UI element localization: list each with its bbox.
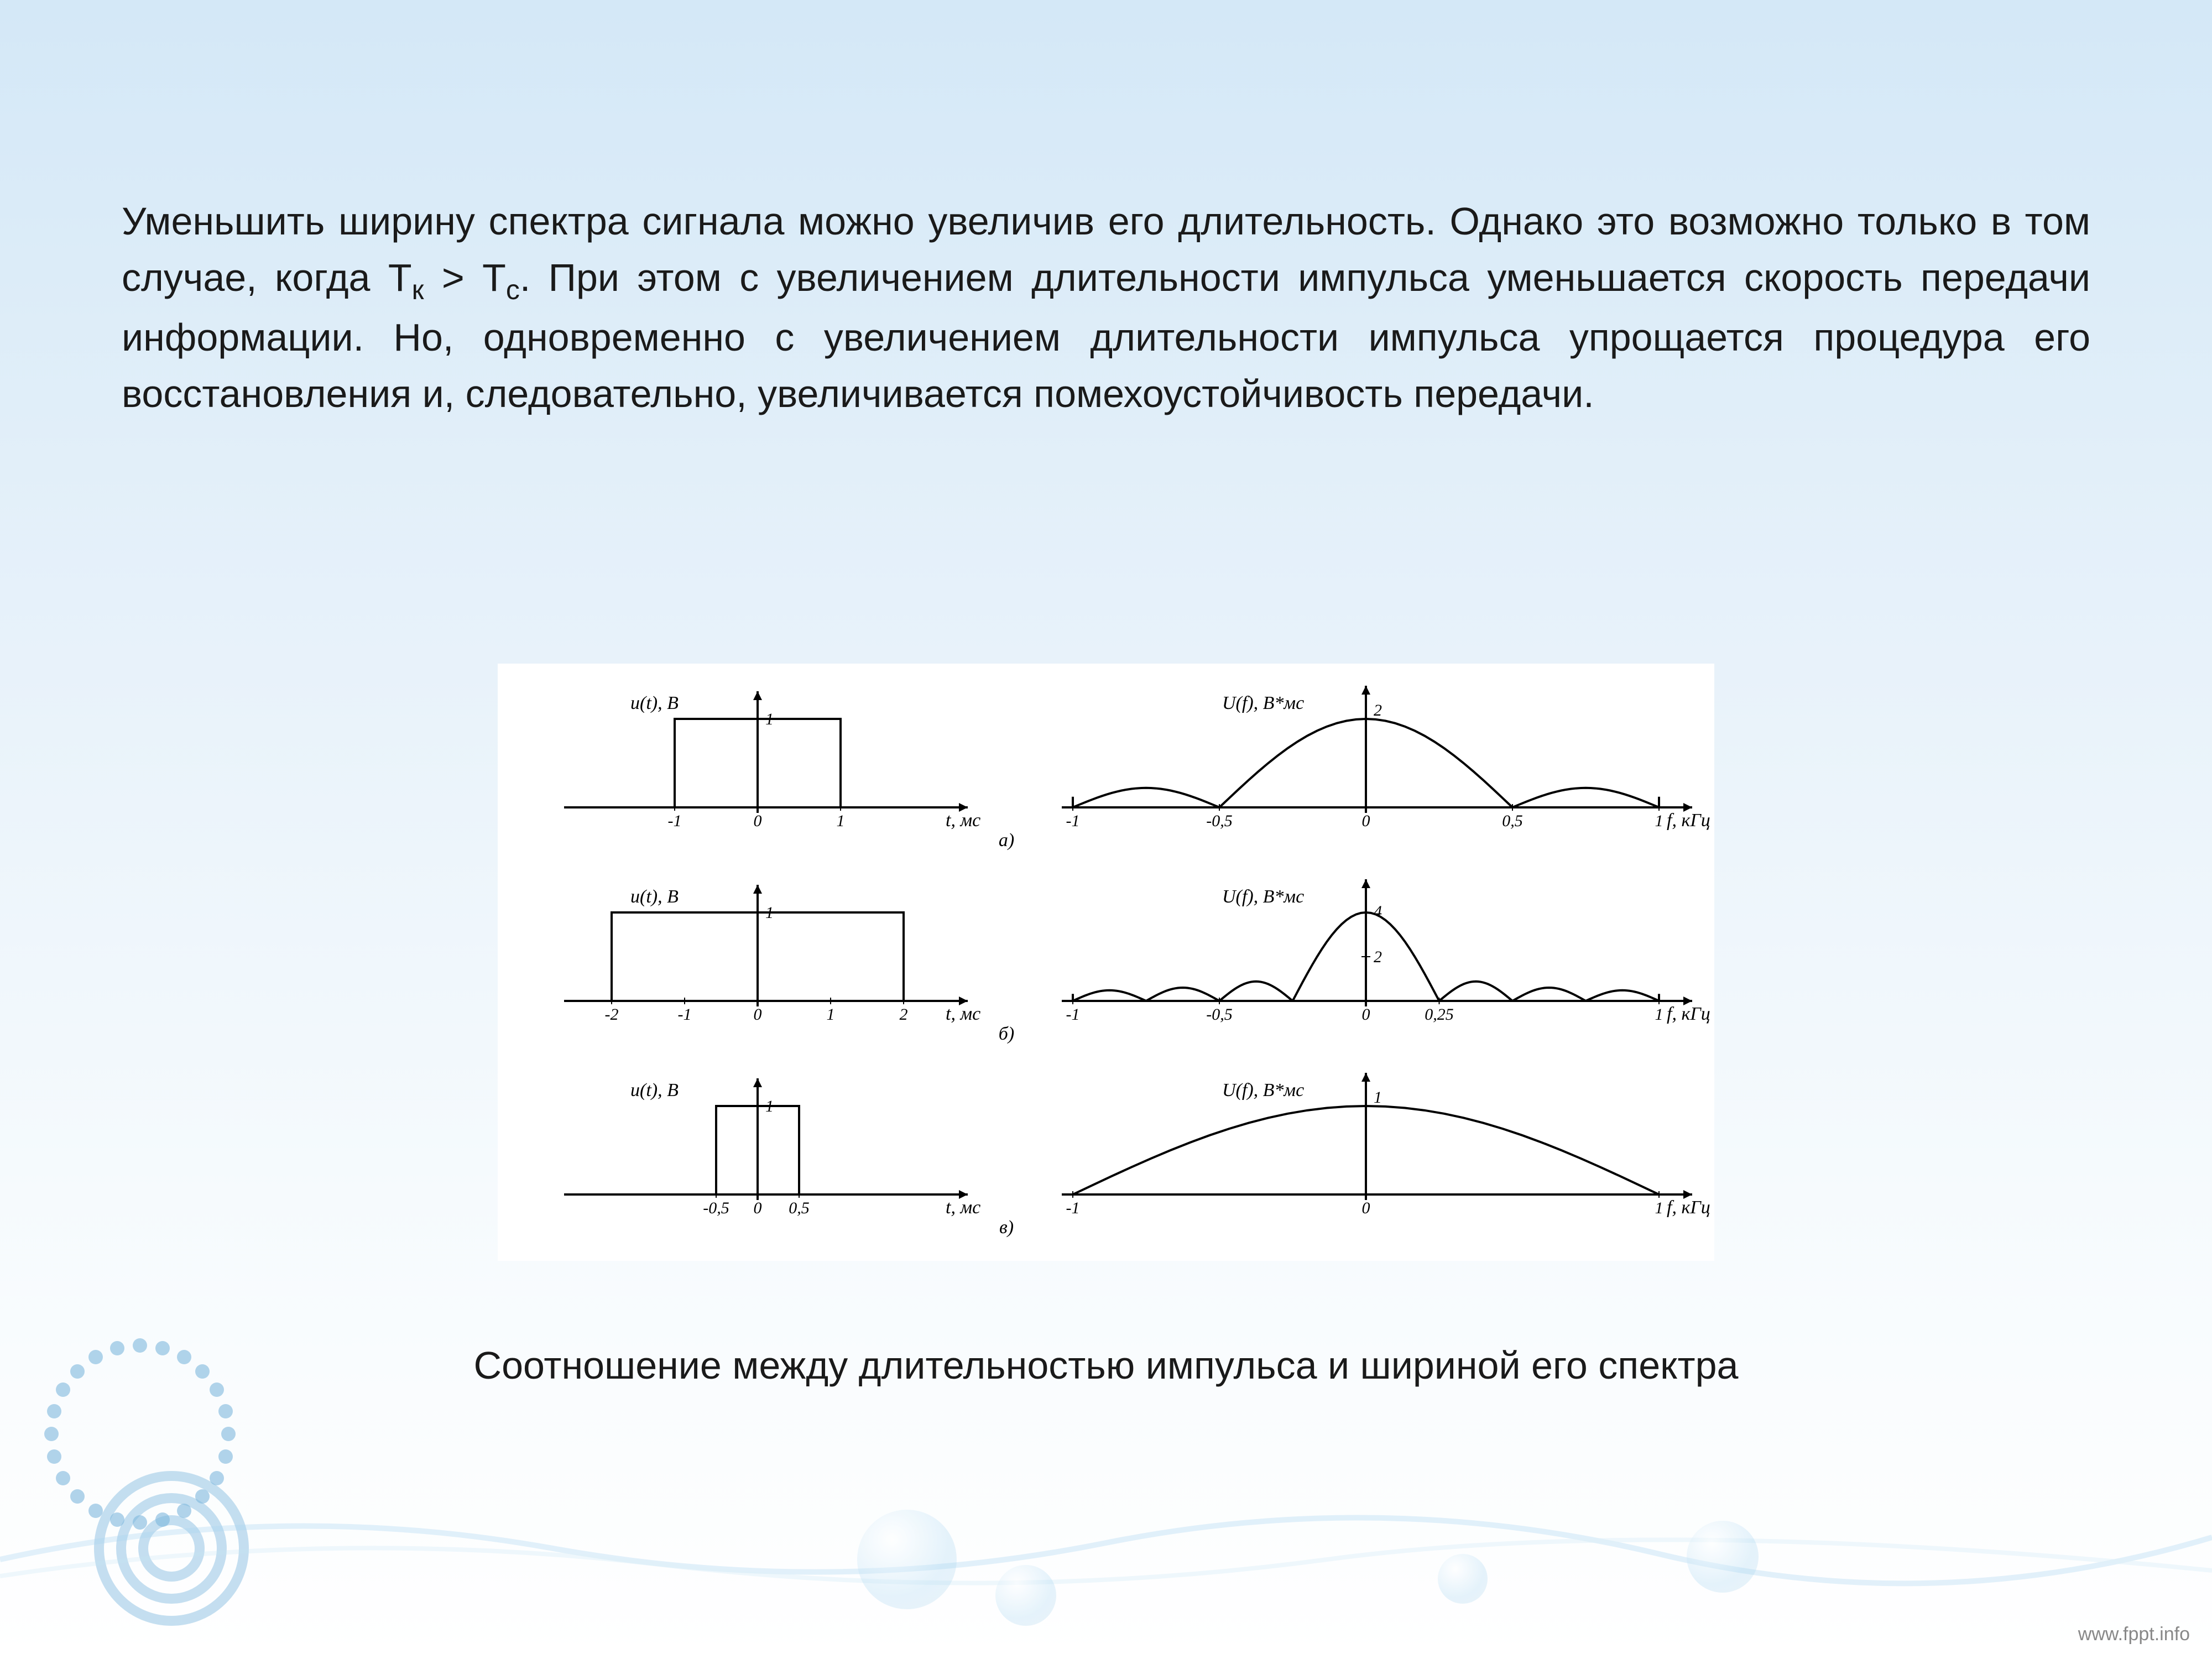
svg-text:u(t), В: u(t), В — [630, 886, 679, 907]
svg-text:-1: -1 — [668, 812, 682, 830]
svg-text:u(t), В: u(t), В — [630, 693, 679, 713]
svg-text:-0,5: -0,5 — [1206, 1005, 1233, 1024]
svg-text:t, мс: t, мс — [946, 1004, 980, 1024]
svg-text:U(f), В*мс: U(f), В*мс — [1222, 693, 1304, 713]
svg-text:1: 1 — [837, 812, 845, 830]
svg-text:-0,5: -0,5 — [1206, 812, 1233, 830]
svg-text:0: 0 — [754, 1005, 762, 1024]
deco-bubble — [1438, 1554, 1488, 1604]
svg-text:0: 0 — [1362, 1199, 1370, 1217]
svg-text:f, кГц: f, кГц — [1667, 1004, 1710, 1024]
svg-text:1: 1 — [765, 1097, 774, 1115]
svg-text:U(f), В*мс: U(f), В*мс — [1222, 886, 1304, 907]
deco-bubble — [995, 1565, 1056, 1626]
ineq-Tc: Т — [482, 256, 506, 299]
footer-url: www.fppt.info — [2078, 1624, 2190, 1645]
svg-text:а): а) — [999, 830, 1014, 851]
svg-text:1: 1 — [1374, 1088, 1382, 1107]
svg-text:-0,5: -0,5 — [703, 1199, 729, 1217]
svg-text:1: 1 — [1655, 1199, 1663, 1217]
svg-text:-1: -1 — [678, 1005, 692, 1024]
deco-wave — [0, 1493, 2212, 1593]
svg-text:1: 1 — [765, 710, 774, 728]
svg-text:в): в) — [999, 1217, 1014, 1238]
ineq-Tc-sub: с — [506, 274, 520, 305]
svg-text:t, мс: t, мс — [946, 1197, 980, 1218]
svg-text:0: 0 — [754, 812, 762, 830]
ineq-gt: > — [424, 256, 482, 299]
svg-text:0: 0 — [1362, 812, 1370, 830]
svg-text:1: 1 — [827, 1005, 835, 1024]
svg-text:2: 2 — [900, 1005, 908, 1024]
svg-text:f, кГц: f, кГц — [1667, 1197, 1710, 1218]
deco-bubble — [857, 1510, 957, 1609]
figure-caption: Соотношение между длительностью импульса… — [221, 1338, 1991, 1392]
svg-text:4: 4 — [1374, 902, 1382, 921]
deco-bubble — [1687, 1521, 1759, 1593]
svg-text:1: 1 — [765, 904, 774, 922]
svg-text:-1: -1 — [1066, 1005, 1080, 1024]
svg-text:-1: -1 — [1066, 1199, 1080, 1217]
svg-text:2: 2 — [1374, 701, 1382, 719]
svg-text:-2: -2 — [605, 1005, 619, 1024]
svg-text:1: 1 — [1655, 812, 1663, 830]
figure-pulse-spectrum: 1 -1 0 1 u(t), В t, мс 2 -1 -0,5 0 0,5 1 U(f), В*мс f… — [498, 664, 1714, 1261]
svg-text:б): б) — [999, 1024, 1014, 1044]
ineq-Tk-sub: к — [412, 274, 424, 305]
svg-text:2: 2 — [1374, 948, 1382, 966]
ineq-Tk: Т — [388, 256, 412, 299]
svg-text:1: 1 — [1655, 1005, 1663, 1024]
svg-text:u(t), В: u(t), В — [630, 1080, 679, 1100]
svg-text:0,5: 0,5 — [789, 1199, 810, 1217]
svg-text:U(f), В*мс: U(f), В*мс — [1222, 1080, 1304, 1100]
svg-text:f, кГц: f, кГц — [1667, 810, 1710, 831]
svg-text:0,5: 0,5 — [1502, 812, 1523, 830]
svg-text:0: 0 — [1362, 1005, 1370, 1024]
svg-text:0,25: 0,25 — [1425, 1005, 1454, 1024]
svg-text:t, мс: t, мс — [946, 810, 980, 831]
svg-text:-1: -1 — [1066, 812, 1080, 830]
body-paragraph: Уменьшить ширину спектра сигнала можно у… — [122, 194, 2090, 422]
svg-text:0: 0 — [754, 1199, 762, 1217]
